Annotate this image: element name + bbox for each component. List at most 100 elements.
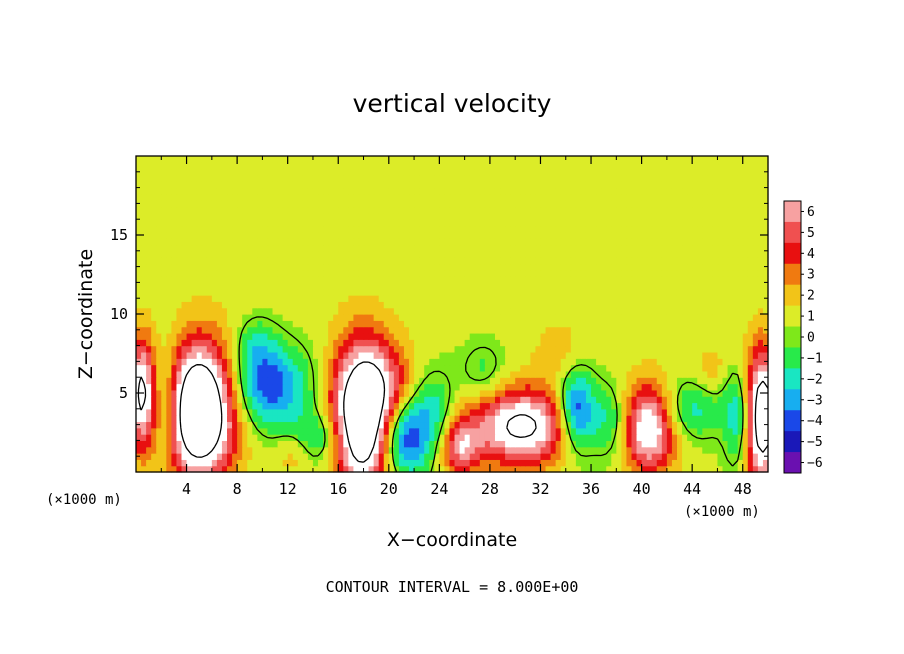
heatmap-cell <box>156 351 162 359</box>
heatmap-cell <box>424 244 430 252</box>
heatmap-cell <box>227 377 233 385</box>
heatmap-cell <box>762 314 769 321</box>
heatmap-cell <box>732 453 739 460</box>
heatmap-cell <box>676 459 683 467</box>
heatmap-cell <box>297 282 304 290</box>
heatmap-cell <box>373 282 380 290</box>
heatmap-cell <box>742 421 749 429</box>
heatmap-cell <box>682 396 688 404</box>
heatmap-cell <box>722 396 729 404</box>
heatmap-cell <box>540 238 547 246</box>
heatmap-cell <box>282 377 289 385</box>
heatmap-cell <box>641 250 648 258</box>
heatmap-cell <box>398 358 405 366</box>
heatmap-cell <box>141 453 147 460</box>
heatmap-cell <box>368 276 375 283</box>
heatmap-cell <box>454 440 461 448</box>
heatmap-cell <box>373 238 380 246</box>
heatmap-cell <box>666 345 673 353</box>
heatmap-cell <box>191 465 198 473</box>
heatmap-cell <box>358 408 365 416</box>
heatmap-cell <box>424 219 430 227</box>
heatmap-cell <box>414 396 420 404</box>
heatmap-cell <box>272 427 279 435</box>
heatmap-cell <box>601 465 607 473</box>
heatmap-cell <box>161 427 167 435</box>
heatmap-cell <box>439 320 446 328</box>
heatmap-cell <box>136 257 142 265</box>
heatmap-cell <box>560 459 567 467</box>
heatmap-cell <box>343 434 349 441</box>
heatmap-cell <box>227 257 233 265</box>
heatmap-cell <box>742 351 749 359</box>
heatmap-cell <box>565 295 572 302</box>
heatmap-cell <box>525 339 531 347</box>
heatmap-cell <box>515 339 521 347</box>
heatmap-cell <box>641 276 648 283</box>
heatmap-cell <box>636 332 643 340</box>
heatmap-cell <box>333 332 339 340</box>
heatmap-cell <box>318 339 324 347</box>
heatmap-cell <box>762 250 769 258</box>
heatmap-cell <box>297 288 304 296</box>
heatmap-cell <box>373 351 380 359</box>
heatmap-cell <box>151 383 157 391</box>
heatmap-cell <box>343 332 349 340</box>
heatmap-cell <box>585 282 592 290</box>
heatmap-cell <box>307 320 314 328</box>
heatmap-cell <box>398 326 405 334</box>
heatmap-cell <box>221 370 228 378</box>
heatmap-cell <box>762 244 769 252</box>
heatmap-cell <box>692 314 698 321</box>
heatmap-cell <box>267 269 274 277</box>
heatmap-cell <box>661 295 668 302</box>
heatmap-cell <box>489 351 496 359</box>
heatmap-cell <box>727 421 734 429</box>
heatmap-cell <box>596 269 602 277</box>
heatmap-cell <box>505 415 511 423</box>
heatmap-cell <box>661 219 668 227</box>
heatmap-cell <box>136 339 142 347</box>
heatmap-cell <box>348 225 355 233</box>
heatmap-cell <box>191 396 198 404</box>
heatmap-cell <box>292 427 299 435</box>
heatmap-cell <box>439 408 446 416</box>
heatmap-cell <box>353 320 360 328</box>
heatmap-cell <box>257 370 263 378</box>
heatmap-cell <box>596 244 602 252</box>
heatmap-cell <box>196 377 203 385</box>
heatmap-cell <box>444 339 451 347</box>
heatmap-cell <box>580 408 587 416</box>
heatmap-cell <box>323 238 329 246</box>
heatmap-cell <box>702 225 708 233</box>
heatmap-cell <box>227 345 233 353</box>
heatmap-cell <box>161 257 167 265</box>
heatmap-cell <box>550 415 557 423</box>
heatmap-cell <box>717 339 724 347</box>
heatmap-cell <box>287 421 294 429</box>
heatmap-cell <box>712 440 719 448</box>
heatmap-cell <box>161 434 167 441</box>
heatmap-cell <box>403 257 410 265</box>
heatmap-cell <box>409 351 415 359</box>
heatmap-cell <box>444 276 451 283</box>
heatmap-cell <box>297 459 304 467</box>
heatmap-cell <box>343 446 349 454</box>
heatmap-cell <box>297 320 304 328</box>
heatmap-cell <box>692 282 698 290</box>
heatmap-cell <box>141 446 147 454</box>
heatmap-cell <box>601 396 607 404</box>
heatmap-cell <box>292 307 299 315</box>
heatmap-cell <box>687 370 693 378</box>
heatmap-cell <box>378 326 385 334</box>
heatmap-cell <box>621 238 628 246</box>
heatmap-cell <box>671 396 678 404</box>
heatmap-cell <box>676 301 683 309</box>
heatmap-cell <box>171 358 178 366</box>
heatmap-cell <box>328 301 334 309</box>
heatmap-cell <box>666 288 673 296</box>
heatmap-cell <box>676 440 683 448</box>
heatmap-cell <box>292 351 299 359</box>
heatmap-cell <box>484 231 491 239</box>
heatmap-cell <box>530 263 537 271</box>
